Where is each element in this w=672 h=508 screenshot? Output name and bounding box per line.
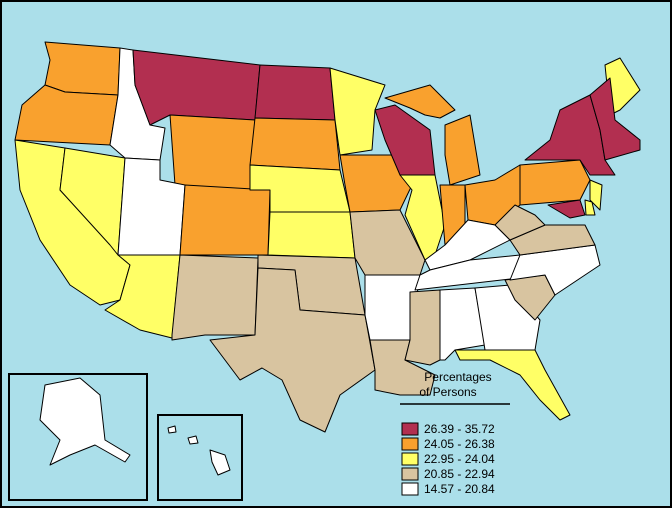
state (454, 349, 571, 421)
state (209, 267, 376, 433)
legend-swatch (401, 422, 419, 436)
state (404, 289, 441, 366)
state (519, 159, 591, 206)
state (249, 117, 341, 171)
legend-swatch (401, 467, 419, 481)
legend-swatch (401, 437, 419, 451)
state (209, 449, 231, 476)
legend-title: Percentages (424, 370, 491, 384)
legend-label: 22.95 - 24.04 (424, 452, 495, 466)
legend-title: of Persons (419, 385, 476, 399)
alaska-inset (8, 373, 148, 501)
state (167, 425, 177, 434)
state (171, 254, 259, 341)
state (589, 77, 641, 161)
states (14, 41, 641, 476)
state (169, 114, 256, 191)
state (44, 41, 121, 96)
state (494, 204, 546, 241)
legend-label: 20.85 - 22.94 (424, 467, 495, 481)
state (444, 114, 481, 186)
state (267, 211, 356, 259)
state (59, 147, 126, 256)
state (547, 199, 586, 219)
state (187, 435, 199, 445)
state (589, 179, 603, 211)
state (329, 67, 386, 156)
state (254, 64, 336, 121)
legend-label: 24.05 - 26.38 (424, 437, 495, 451)
state (39, 377, 131, 466)
legend-swatch (401, 452, 419, 466)
legend: Percentages of Persons 26.39 - 35.7224.0… (400, 370, 510, 496)
legend-label: 26.39 - 35.72 (424, 422, 495, 436)
hawaii-inset (157, 414, 243, 501)
state (384, 84, 456, 119)
state (584, 199, 596, 216)
legend-swatch (401, 482, 419, 496)
state (179, 184, 271, 256)
legend-label: 14.57 - 20.84 (424, 482, 495, 496)
